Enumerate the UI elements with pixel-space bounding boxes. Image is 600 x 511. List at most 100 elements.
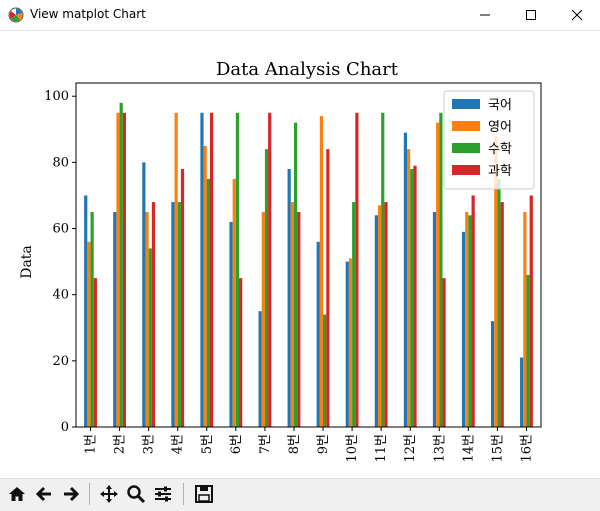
x-tick-label: 10번: [345, 434, 360, 463]
legend-swatch: [452, 165, 480, 175]
zoom-icon: [127, 485, 146, 504]
close-button[interactable]: [554, 0, 600, 30]
x-tick-label: 15번: [490, 434, 505, 463]
bar: [497, 178, 501, 427]
bar: [180, 169, 185, 427]
save-button[interactable]: [192, 482, 216, 506]
x-tick-label: 8번: [287, 434, 302, 454]
bar: [468, 215, 472, 427]
home-button[interactable]: [5, 482, 29, 506]
back-arrow-icon: [35, 486, 51, 502]
y-tick-label: 60: [52, 222, 69, 237]
y-tick-label: 100: [44, 89, 69, 104]
x-tick-label: 6번: [229, 434, 244, 454]
minimize-button[interactable]: [462, 0, 508, 30]
bar: [84, 195, 88, 427]
legend-swatch: [452, 99, 480, 109]
bar: [113, 212, 117, 427]
plot-area: 0 20 40 60 80 100 1번 2번 3번 4번 5번 6번 7번 8번 9번 10번 11번 12번 1…: [44, 82, 542, 463]
zoom-button[interactable]: [124, 482, 148, 506]
legend-swatch: [452, 143, 480, 153]
maximize-icon: [526, 10, 536, 20]
navigation-toolbar: [0, 478, 600, 511]
bar: [345, 261, 349, 427]
x-tick-label: 3번: [142, 434, 157, 454]
bar: [87, 241, 91, 427]
x-tick-label: 2번: [113, 434, 128, 454]
bar: [374, 215, 378, 427]
bar: [407, 149, 411, 427]
x-tick-label: 13번: [432, 434, 447, 463]
x-tick-label: 14번: [461, 434, 476, 463]
bar: [116, 112, 120, 428]
bar: [261, 212, 265, 427]
chart-title: Data Analysis Chart: [216, 59, 399, 80]
bar: [209, 112, 214, 428]
bar: [491, 321, 495, 427]
bar: [461, 231, 466, 427]
bar: [326, 149, 330, 427]
x-tick-label: 1번: [84, 434, 99, 454]
bar: [258, 311, 262, 427]
bar: [177, 202, 181, 427]
bar: [523, 212, 527, 427]
configure-subplots-button[interactable]: [151, 482, 175, 506]
figure-canvas[interactable]: Data Analysis Chart Data 0 20 40 60 80 100 1번 2…: [0, 31, 600, 478]
x-tick-label: 7번: [258, 434, 273, 454]
bar: [293, 122, 298, 427]
bar: [323, 314, 327, 427]
bar: [377, 205, 382, 427]
bar: [403, 132, 408, 427]
legend-label: 국어: [488, 98, 512, 113]
legend-swatch: [452, 121, 480, 131]
pan-icon: [100, 485, 118, 503]
maximize-button[interactable]: [508, 0, 554, 30]
bar: [148, 248, 152, 427]
bar: [122, 112, 126, 428]
back-button[interactable]: [32, 482, 56, 506]
title-bar: View matplot Chart: [0, 0, 600, 31]
pan-button[interactable]: [97, 482, 121, 506]
bar: [268, 112, 272, 428]
bar: [413, 165, 417, 427]
y-tick-label: 40: [52, 288, 69, 303]
axes-frame: [75, 82, 542, 428]
bar: [465, 212, 469, 427]
window-title: View matplot Chart: [30, 7, 146, 21]
bar: [119, 102, 123, 427]
bar: [200, 112, 204, 428]
bar: [410, 169, 414, 427]
bar: [93, 278, 97, 427]
bar: [494, 135, 498, 427]
bar: [145, 212, 149, 427]
legend-label: 영어: [488, 120, 512, 135]
legend-box: [443, 90, 535, 190]
y-tick-label: 20: [52, 354, 69, 369]
bar: [142, 162, 146, 427]
bar: [471, 195, 475, 427]
bar: [500, 202, 504, 427]
bar: [526, 274, 530, 427]
toolbar-separator: [183, 483, 184, 505]
bar: [151, 202, 156, 427]
bar: [297, 212, 301, 427]
matplotlib-icon: [8, 7, 24, 23]
bar: [174, 112, 178, 428]
home-icon: [9, 487, 25, 501]
bar: [229, 221, 233, 427]
forward-button[interactable]: [59, 482, 83, 506]
x-tick-label: 5번: [200, 434, 215, 454]
bar: [355, 112, 359, 428]
x-tick-label: 9번: [316, 434, 331, 454]
minimize-icon: [480, 14, 490, 16]
bar: [432, 212, 437, 427]
x-tick-label: 12번: [403, 434, 418, 463]
bar: [316, 241, 320, 427]
bar: [520, 357, 524, 427]
bar: [235, 112, 240, 428]
x-tick-label: 11번: [374, 434, 389, 463]
bar: [232, 178, 236, 427]
bar: [442, 278, 446, 427]
save-icon: [195, 485, 213, 503]
bar: [287, 169, 291, 427]
